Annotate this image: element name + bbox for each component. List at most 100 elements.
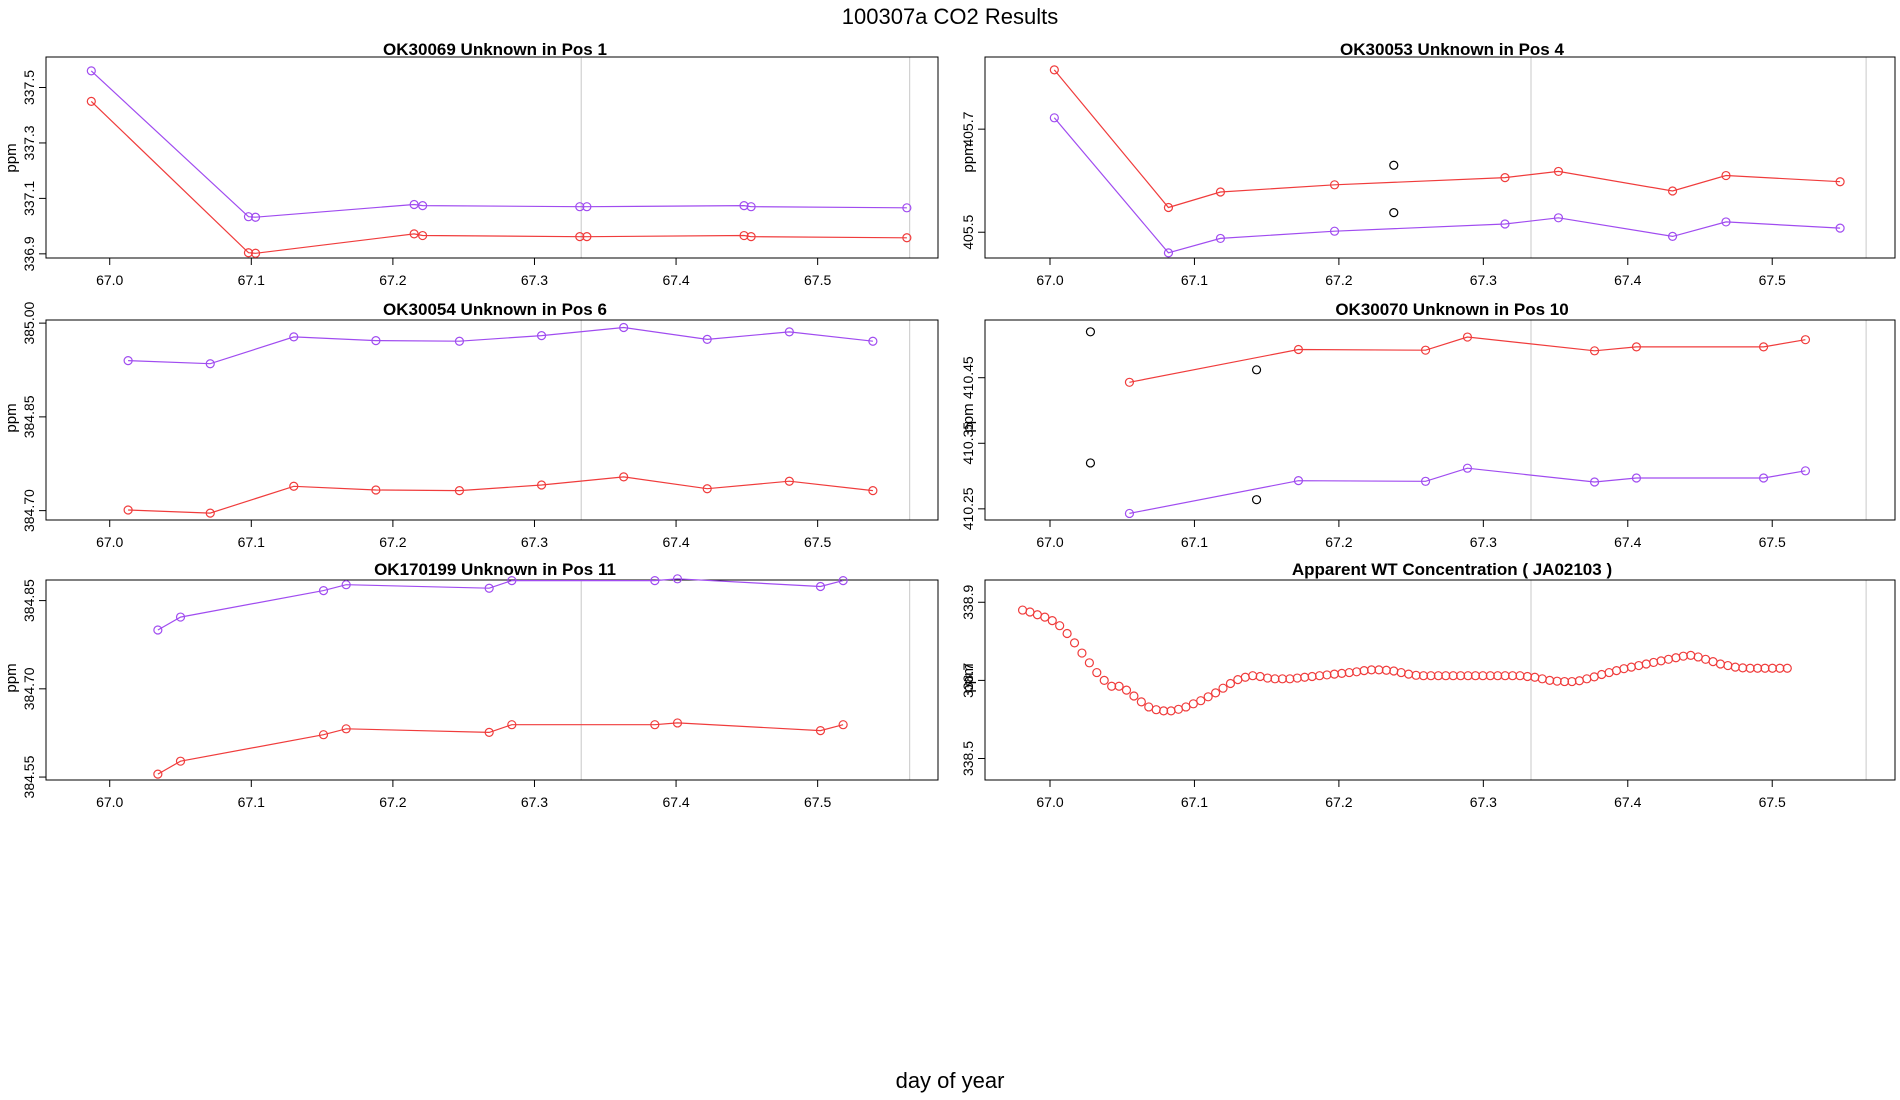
panel-6-red-point — [1322, 670, 1332, 680]
panel-6-red-point — [1114, 681, 1124, 691]
panel-1-purple-point — [250, 212, 261, 222]
panel-2-purple-line — [1053, 117, 1841, 254]
panel-6-red-point — [1129, 691, 1139, 701]
panel-2-xtick-label-4: 67.3 — [1470, 272, 1497, 288]
panel-4-purple-point — [1462, 463, 1473, 473]
panel-2-purple-point — [1835, 223, 1845, 233]
panel-2-xtick-label-1: 67.0 — [1036, 272, 1063, 288]
panel-1-red-point — [418, 230, 428, 241]
panel-2-black-point — [1389, 160, 1399, 170]
panel-6-red-point — [1062, 628, 1072, 639]
panel-4-xtick-label-1: 67.0 — [1036, 534, 1063, 550]
panel-4-series-black — [1085, 327, 1262, 505]
panel-5-purple-point — [341, 580, 351, 590]
panel-2-series-red — [1049, 65, 1845, 213]
panel-6-ytick-label-3: 338.9 — [960, 585, 976, 620]
panel-4-purple-line — [1129, 467, 1806, 514]
panel-2-purple-point — [1667, 231, 1678, 241]
panel-6-red-point — [1055, 621, 1065, 631]
panel-4-black-point — [1251, 495, 1262, 505]
panel-6-red-point — [1723, 660, 1733, 671]
panel-3-purple-line — [128, 326, 873, 365]
figure-title: 100307a CO2 Results — [842, 4, 1058, 29]
panel-3-purple-point — [536, 331, 547, 341]
panel-1-ytick-label-4: 337.5 — [21, 70, 37, 105]
panel-6-red-point — [1500, 671, 1510, 681]
panel-6-red-point — [1441, 671, 1451, 681]
panel-6-red-point — [1196, 696, 1206, 706]
panel-2-purple-point — [1553, 213, 1564, 223]
panel-1-red-point — [739, 230, 749, 241]
panel-3-series-red — [123, 472, 878, 518]
panel-5-xtick-label-3: 67.2 — [379, 794, 406, 810]
panel-5-xtick-label-6: 67.5 — [804, 794, 831, 810]
panel-5-xtick-label-1: 67.0 — [96, 794, 123, 810]
panel-6-red-point — [1411, 670, 1421, 680]
panel-6-red-point — [1248, 671, 1258, 681]
panel-6-red-point — [1537, 674, 1547, 684]
panel-6-red-point — [1626, 662, 1636, 672]
panel-3-purple-point — [868, 336, 878, 346]
panel-6-red-point — [1225, 678, 1236, 689]
panel-4-xtick-label-4: 67.3 — [1470, 534, 1497, 550]
panel-6-red-point — [1218, 683, 1228, 693]
panel-6-red-point — [1693, 652, 1703, 662]
panel-3-y-axis: 384.70 384.85 385.00 — [21, 302, 46, 532]
panel-4-series-purple — [1124, 463, 1811, 519]
panel-6-red-point — [1738, 663, 1748, 673]
panel-2-black-point — [1389, 208, 1399, 218]
panel-5-purple-point — [838, 575, 848, 586]
panel-1-ytick-label-3: 337.3 — [21, 125, 37, 160]
x-axis-label: day of year — [896, 1068, 1005, 1093]
panel-3-red-point — [371, 485, 381, 495]
panel-6-frame — [984, 579, 1896, 781]
panel-1-red-point — [582, 232, 592, 242]
panel-6-xtick-label-5: 67.4 — [1614, 794, 1641, 810]
panel-6-title: Apparent WT Concentration ( JA02103 ) — [1292, 560, 1612, 579]
panel-6-series-red — [1017, 605, 1792, 716]
panel-6-red-point — [1159, 706, 1169, 716]
panel-1-xtick-label-6: 67.5 — [804, 272, 831, 288]
panel-3-xtick-label-1: 67.0 — [96, 534, 123, 550]
panel-3-series-purple — [123, 322, 878, 369]
panel-6-ytick-label-1: 338.5 — [960, 741, 976, 776]
panel-2-red-point — [1553, 166, 1564, 177]
panel-5-series-red — [153, 718, 848, 779]
panel-3-red-point — [702, 484, 712, 494]
panel-4-x-axis: 67.0 67.1 67.2 67.3 67.4 67.5 — [1036, 520, 1786, 550]
panel-1-xtick-label-2: 67.1 — [238, 272, 265, 288]
panel-1: OK30069 Unknown in Pos 1 ppm — [3, 40, 607, 173]
panel-4-purple-point — [1420, 476, 1431, 486]
panel-6-red-point — [1262, 673, 1273, 683]
panel-4-ytick-label-2: 410.35 — [960, 422, 976, 465]
panel-6-red-point — [1047, 616, 1057, 626]
panel-2: OK30053 Unknown in Pos 4 ppm — [960, 40, 1564, 173]
panel-5-y-axis: 384.55 384.70 384.85 — [21, 579, 46, 798]
panel-6-red-point — [1233, 675, 1243, 685]
panel-6-red-point — [1329, 669, 1339, 679]
panel-2-red-point — [1163, 202, 1174, 213]
panel-6-red-point — [1352, 667, 1362, 677]
panel-5-purple-point — [507, 575, 517, 586]
panel-6-red-point — [1151, 705, 1161, 715]
panel-5-purple-point — [815, 581, 826, 592]
panel-5-red-point — [484, 727, 494, 737]
panel-3-purple-point — [123, 356, 133, 366]
panel-4-red-point — [1758, 342, 1769, 352]
panel-5-purple-point — [318, 585, 329, 596]
panel-6-red-point — [1069, 638, 1080, 648]
panel-4-series-red — [1124, 332, 1811, 387]
panel-6-red-point — [1567, 676, 1577, 687]
panel-6-red-point — [1337, 668, 1347, 678]
panel-6-plot: 67.0 67.1 67.2 67.3 67.4 67.5 338.5 338.7 338.9 — [960, 579, 1896, 810]
panel-4-red-point — [1462, 332, 1473, 342]
panel-3-red-point — [619, 472, 629, 482]
panel-2-red-point — [1721, 170, 1731, 181]
panel-2-frame — [984, 56, 1896, 259]
panel-6-red-point — [1619, 664, 1629, 674]
panel-2-purple-point — [1329, 226, 1340, 236]
panel-6-red-point — [1656, 656, 1666, 666]
panel-2-red-point — [1667, 186, 1678, 196]
panel-6-red-point — [1084, 658, 1094, 668]
